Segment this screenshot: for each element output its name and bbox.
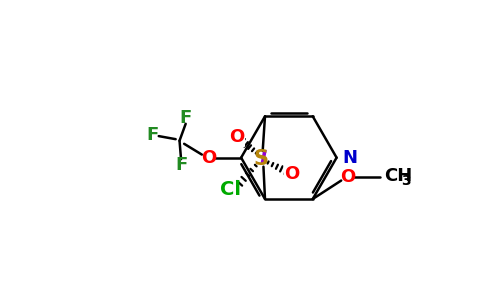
Text: O: O (284, 165, 300, 183)
Text: O: O (229, 128, 244, 146)
Text: Cl: Cl (220, 180, 241, 199)
Text: F: F (147, 126, 159, 144)
Text: I: I (260, 149, 267, 169)
Text: O: O (201, 149, 216, 167)
Text: S: S (254, 149, 269, 169)
Text: CH: CH (384, 167, 412, 185)
Text: F: F (180, 109, 192, 127)
Text: N: N (343, 149, 358, 167)
Text: O: O (340, 168, 355, 186)
Text: 3: 3 (401, 173, 411, 188)
Text: F: F (175, 156, 187, 174)
